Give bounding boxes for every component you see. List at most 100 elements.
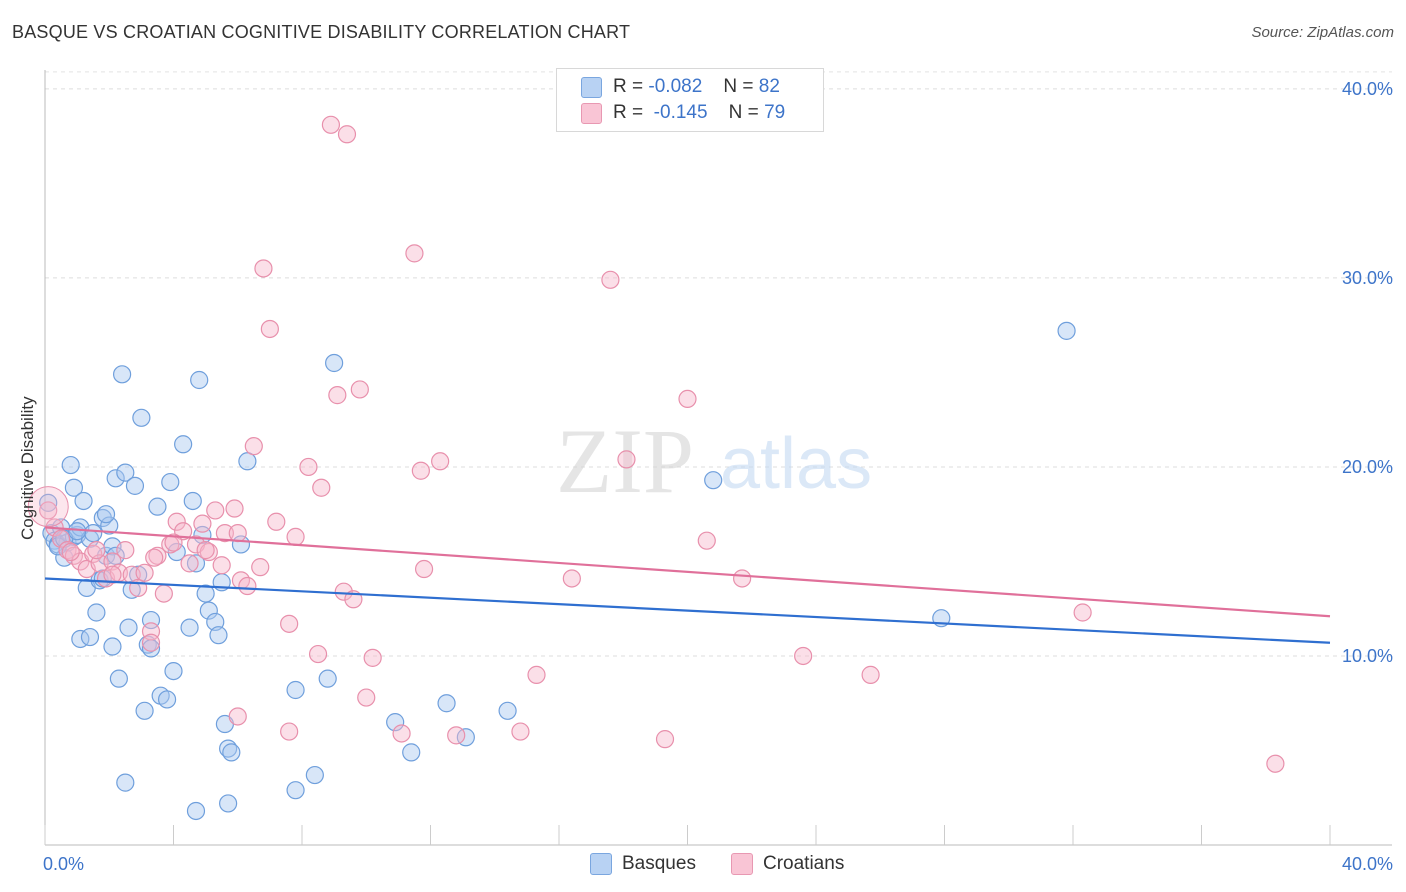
y-tick-label: 30.0% bbox=[1342, 268, 1393, 288]
basque-point bbox=[84, 524, 103, 543]
croatian-point bbox=[334, 582, 353, 601]
basque-point bbox=[305, 765, 324, 785]
croatian-point bbox=[308, 644, 328, 664]
basque-point bbox=[238, 452, 257, 471]
croatian-point bbox=[431, 452, 450, 471]
basque-point bbox=[116, 463, 135, 482]
basque-point bbox=[183, 491, 202, 511]
croatians-trend-line bbox=[44, 526, 1331, 618]
basque-point bbox=[119, 618, 138, 637]
y-tick-label: 40.0% bbox=[1342, 79, 1393, 99]
trend-lines bbox=[44, 526, 1331, 644]
basques-swatch bbox=[581, 77, 602, 98]
croatian-point bbox=[392, 724, 411, 743]
basque-point bbox=[161, 472, 180, 492]
croatian-point bbox=[363, 648, 382, 667]
basques-swatch bbox=[590, 853, 612, 875]
basque-point bbox=[222, 743, 241, 762]
croatian-point bbox=[1073, 603, 1092, 622]
basque-point bbox=[286, 781, 305, 800]
basque-point bbox=[704, 471, 723, 490]
basque-point bbox=[132, 408, 151, 427]
croatian-point bbox=[145, 548, 164, 567]
basque-point bbox=[106, 469, 125, 488]
basque-point bbox=[318, 669, 337, 688]
croatian-point bbox=[280, 614, 299, 633]
croatian-point bbox=[411, 461, 430, 480]
croatian-point bbox=[193, 514, 212, 533]
croatian-point bbox=[244, 437, 263, 456]
stats-legend: R = -0.082 N = 82 R = -0.145 N = 79 bbox=[556, 68, 824, 132]
croatian-point bbox=[286, 527, 305, 546]
basque-point bbox=[39, 493, 58, 512]
y-axis-label: Cognitive Disability bbox=[18, 396, 37, 540]
basques-trend-line bbox=[44, 577, 1331, 644]
croatian-point bbox=[61, 542, 80, 562]
basque-point bbox=[386, 713, 405, 732]
legend-r-label: R = bbox=[613, 102, 644, 123]
croatian-point bbox=[357, 688, 376, 707]
basque-point bbox=[402, 743, 421, 762]
basque-point bbox=[148, 497, 167, 516]
croatian-point bbox=[225, 499, 244, 518]
basque-point bbox=[219, 794, 238, 813]
basque-point bbox=[164, 661, 183, 681]
croatian-point bbox=[350, 380, 369, 399]
basque-point bbox=[112, 365, 132, 384]
watermark-atlas: atlas bbox=[720, 424, 872, 504]
croatian-point bbox=[39, 501, 58, 520]
croatian-point bbox=[655, 730, 675, 749]
croatian-point bbox=[312, 478, 331, 497]
croatian-point bbox=[861, 665, 880, 684]
croatians-legend-label: Croatians bbox=[763, 853, 845, 874]
axes bbox=[44, 70, 1392, 846]
croatian-point bbox=[148, 546, 167, 565]
croatian-point bbox=[116, 541, 135, 560]
croatian-point bbox=[103, 552, 122, 571]
croatian-point bbox=[180, 554, 199, 573]
basque-point bbox=[61, 455, 80, 475]
croatian-point bbox=[254, 259, 273, 278]
croatian-point bbox=[260, 319, 279, 339]
watermark-zip: ZIP bbox=[556, 410, 694, 512]
basque-point bbox=[286, 680, 305, 700]
croatian-point bbox=[321, 115, 341, 134]
croatian-point bbox=[447, 726, 466, 745]
basque-point bbox=[135, 701, 154, 720]
croatian-point bbox=[212, 556, 231, 575]
croatian-point bbox=[527, 665, 546, 684]
croatian-point bbox=[228, 707, 247, 726]
basques-legend-label: Basques bbox=[622, 853, 696, 874]
basque-point bbox=[64, 478, 84, 497]
basques-points bbox=[39, 321, 1076, 821]
croatian-point bbox=[405, 244, 424, 263]
legend-n-value: 82 bbox=[758, 76, 780, 97]
x-tick-label: 0.0% bbox=[43, 854, 84, 874]
basque-point bbox=[68, 522, 87, 541]
basque-point bbox=[80, 627, 100, 647]
legend-n-label: N = bbox=[723, 76, 754, 97]
basque-point bbox=[87, 603, 106, 622]
croatian-point bbox=[678, 389, 697, 409]
basque-point bbox=[325, 353, 344, 373]
legend-r-value: -0.082 bbox=[648, 76, 703, 97]
croatians-swatch bbox=[731, 853, 753, 875]
croatian-point bbox=[141, 633, 161, 652]
basque-point bbox=[100, 516, 119, 535]
chart-title: BASQUE VS CROATIAN COGNITIVE DISABILITY … bbox=[12, 22, 631, 42]
basque-point bbox=[157, 690, 177, 709]
croatian-point bbox=[299, 457, 318, 477]
basque-point bbox=[437, 694, 456, 713]
croatian-point bbox=[337, 125, 357, 144]
croatian-point bbox=[733, 569, 752, 588]
tick-labels: 10.0% 20.0% 30.0% 40.0% 0.0% 40.0% bbox=[43, 79, 1393, 874]
croatian-point bbox=[267, 512, 286, 531]
basque-point bbox=[180, 618, 199, 637]
basque-point bbox=[103, 637, 122, 656]
croatian-point bbox=[87, 541, 106, 560]
croatians-points bbox=[27, 115, 1285, 773]
basque-point bbox=[109, 669, 128, 688]
legend-r-value: -0.145 bbox=[653, 102, 708, 123]
basque-point bbox=[116, 773, 135, 792]
